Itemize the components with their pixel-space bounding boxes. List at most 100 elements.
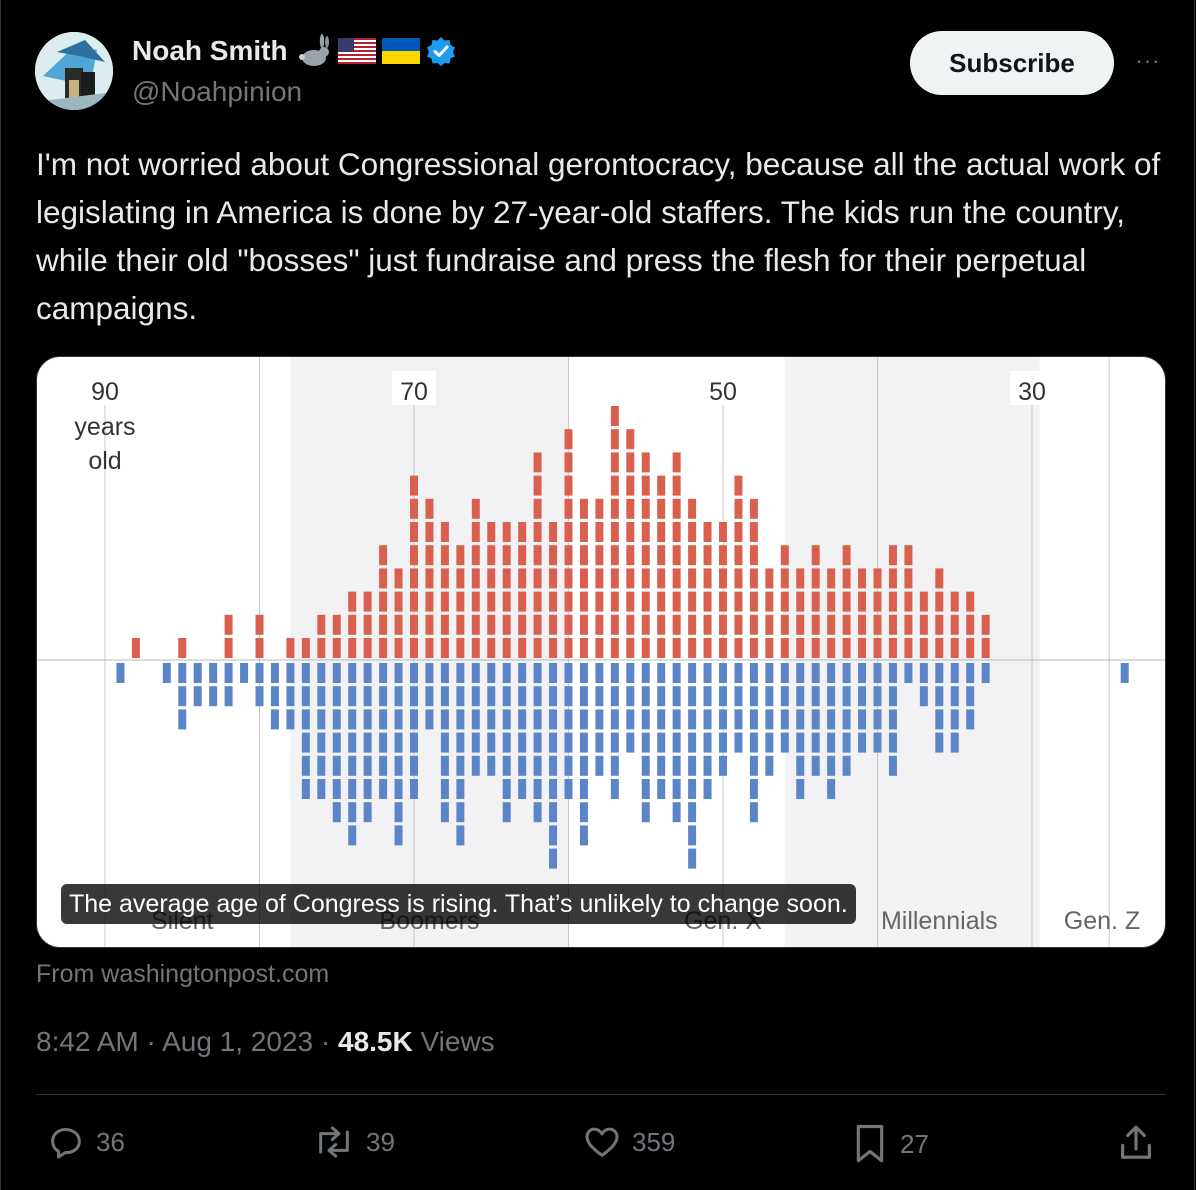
generation-label: Gen. Z bbox=[1064, 907, 1140, 935]
republican-member-mark bbox=[456, 638, 465, 658]
democrat-member-mark bbox=[456, 825, 465, 846]
democrat-member-mark bbox=[440, 779, 449, 799]
republican-member-mark bbox=[734, 591, 743, 612]
democrat-member-mark bbox=[394, 709, 403, 730]
republican-member-mark bbox=[579, 614, 588, 635]
republican-member-mark bbox=[595, 545, 604, 566]
republican-member-mark bbox=[966, 638, 975, 658]
republican-member-mark bbox=[811, 568, 820, 589]
democrat-member-mark bbox=[595, 709, 604, 730]
republican-member-mark bbox=[564, 545, 573, 566]
democrat-member-mark bbox=[749, 686, 758, 707]
author-handle[interactable]: @Noahpinion bbox=[132, 76, 303, 107]
democrat-member-mark bbox=[858, 709, 867, 730]
republican-member-mark bbox=[595, 498, 604, 519]
democrat-member-mark bbox=[626, 709, 635, 730]
republican-member-mark bbox=[827, 638, 836, 658]
democrat-member-mark bbox=[502, 755, 511, 776]
republican-member-mark bbox=[471, 638, 480, 658]
democrat-member-mark bbox=[379, 686, 388, 707]
republican-member-mark bbox=[811, 545, 820, 566]
republican-member-mark bbox=[688, 568, 697, 589]
republican-member-mark bbox=[641, 475, 650, 496]
democrat-member-mark bbox=[518, 779, 527, 799]
author-name[interactable]: Noah Smith bbox=[132, 35, 288, 66]
democrat-member-mark bbox=[765, 663, 774, 683]
subscribe-button[interactable]: Subscribe bbox=[910, 31, 1114, 95]
republican-member-mark bbox=[780, 614, 789, 635]
democrat-member-mark bbox=[966, 709, 975, 730]
democrat-member-mark bbox=[549, 686, 558, 707]
republican-member-mark bbox=[579, 522, 588, 542]
republican-member-mark bbox=[564, 614, 573, 635]
republican-member-mark bbox=[564, 452, 573, 473]
democrat-member-mark bbox=[270, 686, 279, 707]
like-button[interactable]: 359 bbox=[582, 1122, 675, 1162]
avatar[interactable] bbox=[35, 32, 113, 110]
reply-button[interactable]: 36 bbox=[46, 1122, 125, 1162]
democrat-member-mark bbox=[672, 755, 681, 776]
repost-count: 39 bbox=[366, 1126, 395, 1157]
republican-member-mark bbox=[703, 591, 712, 612]
bookmark-button[interactable]: 27 bbox=[850, 1122, 929, 1166]
republican-member-mark bbox=[564, 638, 573, 658]
republican-member-mark bbox=[440, 568, 449, 589]
republican-member-mark bbox=[379, 568, 388, 589]
republican-member-mark bbox=[518, 614, 527, 635]
republican-member-mark bbox=[456, 614, 465, 635]
democrat-member-mark bbox=[425, 686, 434, 707]
democrat-member-mark bbox=[641, 686, 650, 707]
democrat-member-mark bbox=[688, 848, 697, 869]
republican-member-mark bbox=[502, 522, 511, 542]
author-name-row[interactable]: Noah Smith bbox=[132, 34, 456, 68]
tweet-date[interactable]: Aug 1, 2023 bbox=[162, 1026, 314, 1057]
democrat-member-mark bbox=[332, 709, 341, 730]
republican-member-mark bbox=[564, 568, 573, 589]
democrat-member-mark bbox=[255, 686, 264, 707]
democrat-member-mark bbox=[301, 709, 310, 730]
democrat-member-mark bbox=[410, 732, 418, 753]
republican-member-mark bbox=[873, 591, 882, 612]
democrat-member-mark bbox=[410, 779, 418, 799]
democrat-member-mark bbox=[579, 802, 588, 823]
share-button[interactable] bbox=[1116, 1122, 1156, 1164]
republican-member-mark bbox=[811, 591, 820, 612]
democrat-member-mark bbox=[363, 663, 372, 683]
age-chart: 90705030yearsoldSilentBoomersGen. XMille… bbox=[37, 357, 1165, 947]
democrat-member-mark bbox=[703, 755, 712, 776]
republican-member-mark bbox=[410, 475, 418, 496]
link-card[interactable]: 90705030yearsoldSilentBoomersGen. XMille… bbox=[36, 356, 1166, 948]
democrat-member-mark bbox=[827, 686, 836, 707]
republican-member-mark bbox=[410, 522, 418, 542]
democrat-member-mark bbox=[518, 663, 527, 683]
republican-member-mark bbox=[440, 522, 449, 542]
republican-member-mark bbox=[549, 591, 558, 612]
democrat-member-mark bbox=[549, 848, 558, 869]
democrat-member-mark bbox=[734, 663, 743, 683]
democrat-member-mark bbox=[811, 732, 820, 753]
tick-label: 30 bbox=[1018, 378, 1046, 406]
republican-member-mark bbox=[796, 638, 805, 658]
democrat-member-mark bbox=[641, 755, 650, 776]
democrat-member-mark bbox=[719, 709, 727, 730]
republican-member-mark bbox=[641, 591, 650, 612]
republican-member-mark bbox=[610, 429, 619, 450]
democrat-member-mark bbox=[811, 663, 820, 683]
republican-member-mark bbox=[518, 638, 527, 658]
card-source[interactable]: From washingtonpost.com bbox=[36, 960, 330, 988]
republican-member-mark bbox=[471, 591, 480, 612]
democrat-member-mark bbox=[332, 802, 341, 823]
card-caption[interactable]: The average age of Congress is rising. T… bbox=[61, 884, 856, 924]
democrat-member-mark bbox=[317, 686, 326, 707]
repost-button[interactable]: 39 bbox=[312, 1122, 395, 1162]
republican-member-mark bbox=[487, 522, 496, 542]
republican-member-mark bbox=[348, 638, 357, 658]
tweet-time[interactable]: 8:42 AM bbox=[36, 1026, 139, 1057]
verified-badge-icon[interactable] bbox=[426, 36, 456, 66]
democrat-member-mark bbox=[672, 709, 681, 730]
democrat-member-mark bbox=[981, 663, 990, 683]
democrat-member-mark bbox=[657, 732, 666, 753]
democrat-member-mark bbox=[626, 686, 635, 707]
more-options-icon[interactable]: ··· bbox=[1135, 48, 1161, 73]
